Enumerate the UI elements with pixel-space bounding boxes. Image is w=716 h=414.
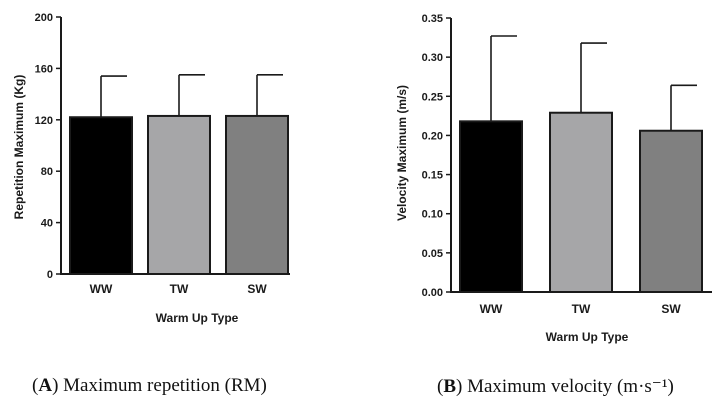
chart-a-bar-tw	[147, 114, 211, 275]
chart-b-bar-tw	[549, 111, 613, 294]
chart-a-caption: (A) Maximum repetition (RM)	[32, 375, 267, 396]
chart-a-bar-ww	[69, 116, 133, 276]
chart-a-ylabel: Repetition Maximum (Kg)	[12, 75, 26, 220]
chart-b-category-label: WW	[480, 302, 503, 316]
chart-b-y-tick-label: 0.25	[422, 91, 443, 103]
chart-a-y-tick-label: 200	[35, 12, 53, 24]
chart-a-bar-sw	[225, 114, 289, 275]
chart-b-y-tick-label: 0.05	[422, 248, 443, 260]
chart-a-y-tick-label: 40	[41, 218, 53, 230]
chart-b-category-label: SW	[661, 302, 681, 316]
chart-b-caption-letter: B	[443, 376, 457, 397]
chart-a-category-label: WW	[90, 282, 113, 296]
chart-b-caption-text: Maximum velocity (m·s⁻¹)	[467, 376, 674, 397]
chart-b-y-tick-label: 0.30	[422, 52, 443, 64]
chart-a-xlabel: Warm Up Type	[156, 311, 239, 325]
chart-a-category-label: SW	[247, 282, 267, 296]
chart-b-bar-sw	[639, 129, 703, 293]
chart-b-bar-ww	[459, 120, 523, 293]
chart-b-y-tick-label: 0.15	[422, 170, 443, 182]
chart-a-y-tick-label: 120	[35, 115, 53, 127]
chart-b-y-tick-label: 0.20	[422, 130, 443, 142]
chart-a-category-label: TW	[170, 282, 189, 296]
chart-b-xlabel: Warm Up Type	[546, 330, 629, 344]
chart-a-caption-letter: A	[38, 375, 53, 396]
chart-a-y-tick-label: 80	[41, 166, 53, 178]
chart-b: Velocity Maximum (m/s) Warm Up Type 0.00…	[395, 13, 712, 344]
chart-a-caption-text: Maximum repetition (RM)	[63, 375, 267, 396]
chart-b-y-tick-label: 0.35	[422, 13, 443, 25]
chart-a-y-tick-label: 0	[47, 269, 53, 281]
chart-b-category-label: TW	[572, 302, 591, 316]
chart-b-y-tick-label: 0.00	[422, 287, 443, 299]
chart-b-caption: (B) Maximum velocity (m·s⁻¹)	[437, 376, 674, 397]
chart-a: Repetition Maximum (Kg) Warm Up Type 0 40…	[12, 12, 290, 325]
chart-b-ylabel: Velocity Maximum (m/s)	[395, 85, 409, 221]
chart-b-y-tick-label: 0.10	[422, 209, 443, 221]
chart-a-y-tick-label: 160	[35, 63, 53, 75]
